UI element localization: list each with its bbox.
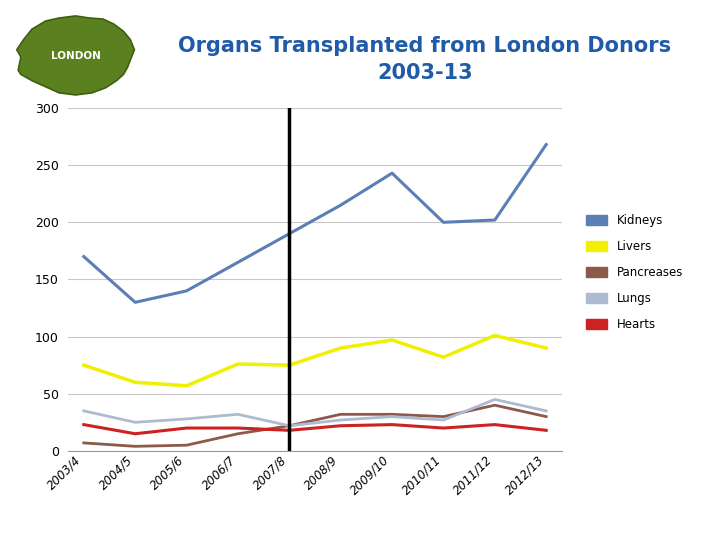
Polygon shape [17, 16, 135, 95]
Text: Organs Transplanted from London Donors
2003-13: Organs Transplanted from London Donors 2… [179, 36, 671, 83]
Text: 9: 9 [701, 513, 709, 526]
Text: LONDON: LONDON [50, 51, 101, 61]
Legend: Kidneys, Livers, Pancreases, Lungs, Hearts: Kidneys, Livers, Pancreases, Lungs, Hear… [582, 211, 686, 335]
Text: Organ Donation Past, Present and Future: Organ Donation Past, Present and Future [11, 513, 320, 526]
